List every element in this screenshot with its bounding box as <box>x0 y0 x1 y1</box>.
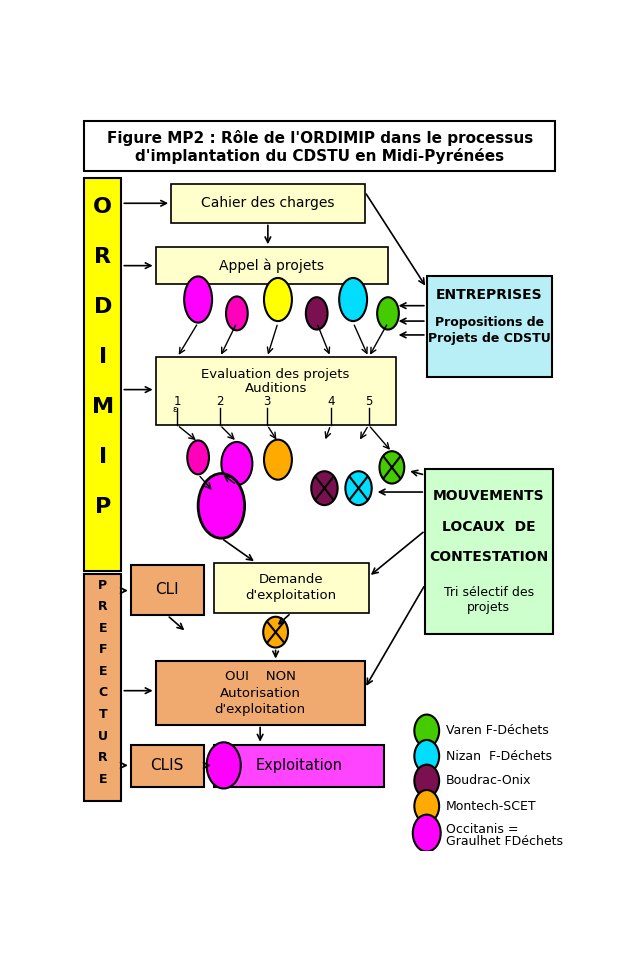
Ellipse shape <box>345 471 372 505</box>
Text: Occitanis =: Occitanis = <box>446 823 519 836</box>
Text: projets: projets <box>467 601 510 614</box>
Text: D: D <box>94 297 112 317</box>
Bar <box>213 745 384 787</box>
Bar <box>130 565 204 616</box>
Text: 3: 3 <box>263 395 271 407</box>
Text: 2: 2 <box>216 395 223 407</box>
Text: I: I <box>99 447 107 467</box>
Ellipse shape <box>187 441 209 474</box>
Ellipse shape <box>264 278 292 321</box>
Ellipse shape <box>377 297 399 330</box>
Text: F: F <box>99 643 107 657</box>
Bar <box>171 184 365 223</box>
Ellipse shape <box>413 815 441 852</box>
Text: M: M <box>92 398 114 418</box>
Bar <box>155 248 388 284</box>
Text: Evaluation des projets: Evaluation des projets <box>202 368 350 380</box>
Text: Varen F-Déchets: Varen F-Déchets <box>446 725 549 737</box>
Ellipse shape <box>414 714 439 747</box>
Text: T: T <box>99 708 107 721</box>
Text: R: R <box>98 751 107 764</box>
Text: R: R <box>94 248 111 267</box>
Bar <box>427 276 552 377</box>
Text: OUI    NON: OUI NON <box>225 670 296 684</box>
Text: Boudrac-Onix: Boudrac-Onix <box>446 774 532 788</box>
Bar <box>84 574 122 801</box>
Text: CLIS: CLIS <box>150 758 184 772</box>
Text: Auditions: Auditions <box>245 381 307 395</box>
Ellipse shape <box>184 276 212 322</box>
Text: d'implantation du CDSTU en Midi-Pyrénées: d'implantation du CDSTU en Midi-Pyrénées <box>135 148 504 164</box>
Text: CONTESTATION: CONTESTATION <box>429 551 548 564</box>
Text: P: P <box>98 578 107 592</box>
Text: d'exploitation: d'exploitation <box>246 589 337 601</box>
Ellipse shape <box>198 473 245 538</box>
Text: Demande: Demande <box>259 574 323 586</box>
Text: d'exploitation: d'exploitation <box>215 703 306 716</box>
Bar <box>84 120 555 171</box>
Ellipse shape <box>207 742 241 789</box>
Text: ENTREPRISES: ENTREPRISES <box>436 288 543 302</box>
Ellipse shape <box>263 617 288 647</box>
Text: Montech-SCET: Montech-SCET <box>446 799 537 813</box>
Ellipse shape <box>414 790 439 822</box>
Ellipse shape <box>222 442 252 485</box>
Ellipse shape <box>414 765 439 797</box>
Ellipse shape <box>306 297 328 330</box>
Text: Appel à projets: Appel à projets <box>219 258 324 272</box>
Text: MOUVEMENTS: MOUVEMENTS <box>433 489 545 503</box>
Text: Cahier des charges: Cahier des charges <box>201 196 334 210</box>
Text: Exploitation: Exploitation <box>255 758 343 772</box>
Text: Graulhet FDéchets: Graulhet FDéchets <box>446 836 563 848</box>
Text: CLI: CLI <box>155 582 179 598</box>
Ellipse shape <box>226 296 248 331</box>
Text: E: E <box>99 665 107 678</box>
Ellipse shape <box>339 278 367 321</box>
Ellipse shape <box>311 471 338 505</box>
Text: I: I <box>99 347 107 367</box>
Text: 1: 1 <box>173 395 181 407</box>
Ellipse shape <box>264 440 292 480</box>
Bar <box>84 178 122 571</box>
Ellipse shape <box>414 740 439 772</box>
Text: LOCAUX  DE: LOCAUX DE <box>442 520 535 533</box>
Text: Propositions de: Propositions de <box>435 316 544 329</box>
Bar <box>130 745 204 787</box>
Bar <box>425 469 553 635</box>
Text: E: E <box>99 772 107 786</box>
Text: R: R <box>98 600 107 613</box>
Text: C: C <box>98 686 107 700</box>
Text: Autorisation: Autorisation <box>220 687 301 700</box>
Text: P: P <box>95 497 111 517</box>
Text: Projets de CDSTU: Projets de CDSTU <box>428 332 551 344</box>
Bar <box>155 358 396 425</box>
Bar <box>213 563 369 613</box>
Text: U: U <box>98 729 108 743</box>
Text: Tri sélectif des: Tri sélectif des <box>444 586 534 598</box>
Text: Nizan  F-Déchets: Nizan F-Déchets <box>446 750 552 763</box>
Text: O: O <box>94 197 112 217</box>
Text: Figure MP2 : Rôle de l'ORDIMIP dans le processus: Figure MP2 : Rôle de l'ORDIMIP dans le p… <box>107 130 533 146</box>
Text: ε: ε <box>173 405 177 414</box>
Text: 5: 5 <box>365 395 373 407</box>
Text: 4: 4 <box>327 395 334 407</box>
Ellipse shape <box>379 451 404 484</box>
Bar <box>155 662 365 725</box>
Text: E: E <box>99 621 107 635</box>
